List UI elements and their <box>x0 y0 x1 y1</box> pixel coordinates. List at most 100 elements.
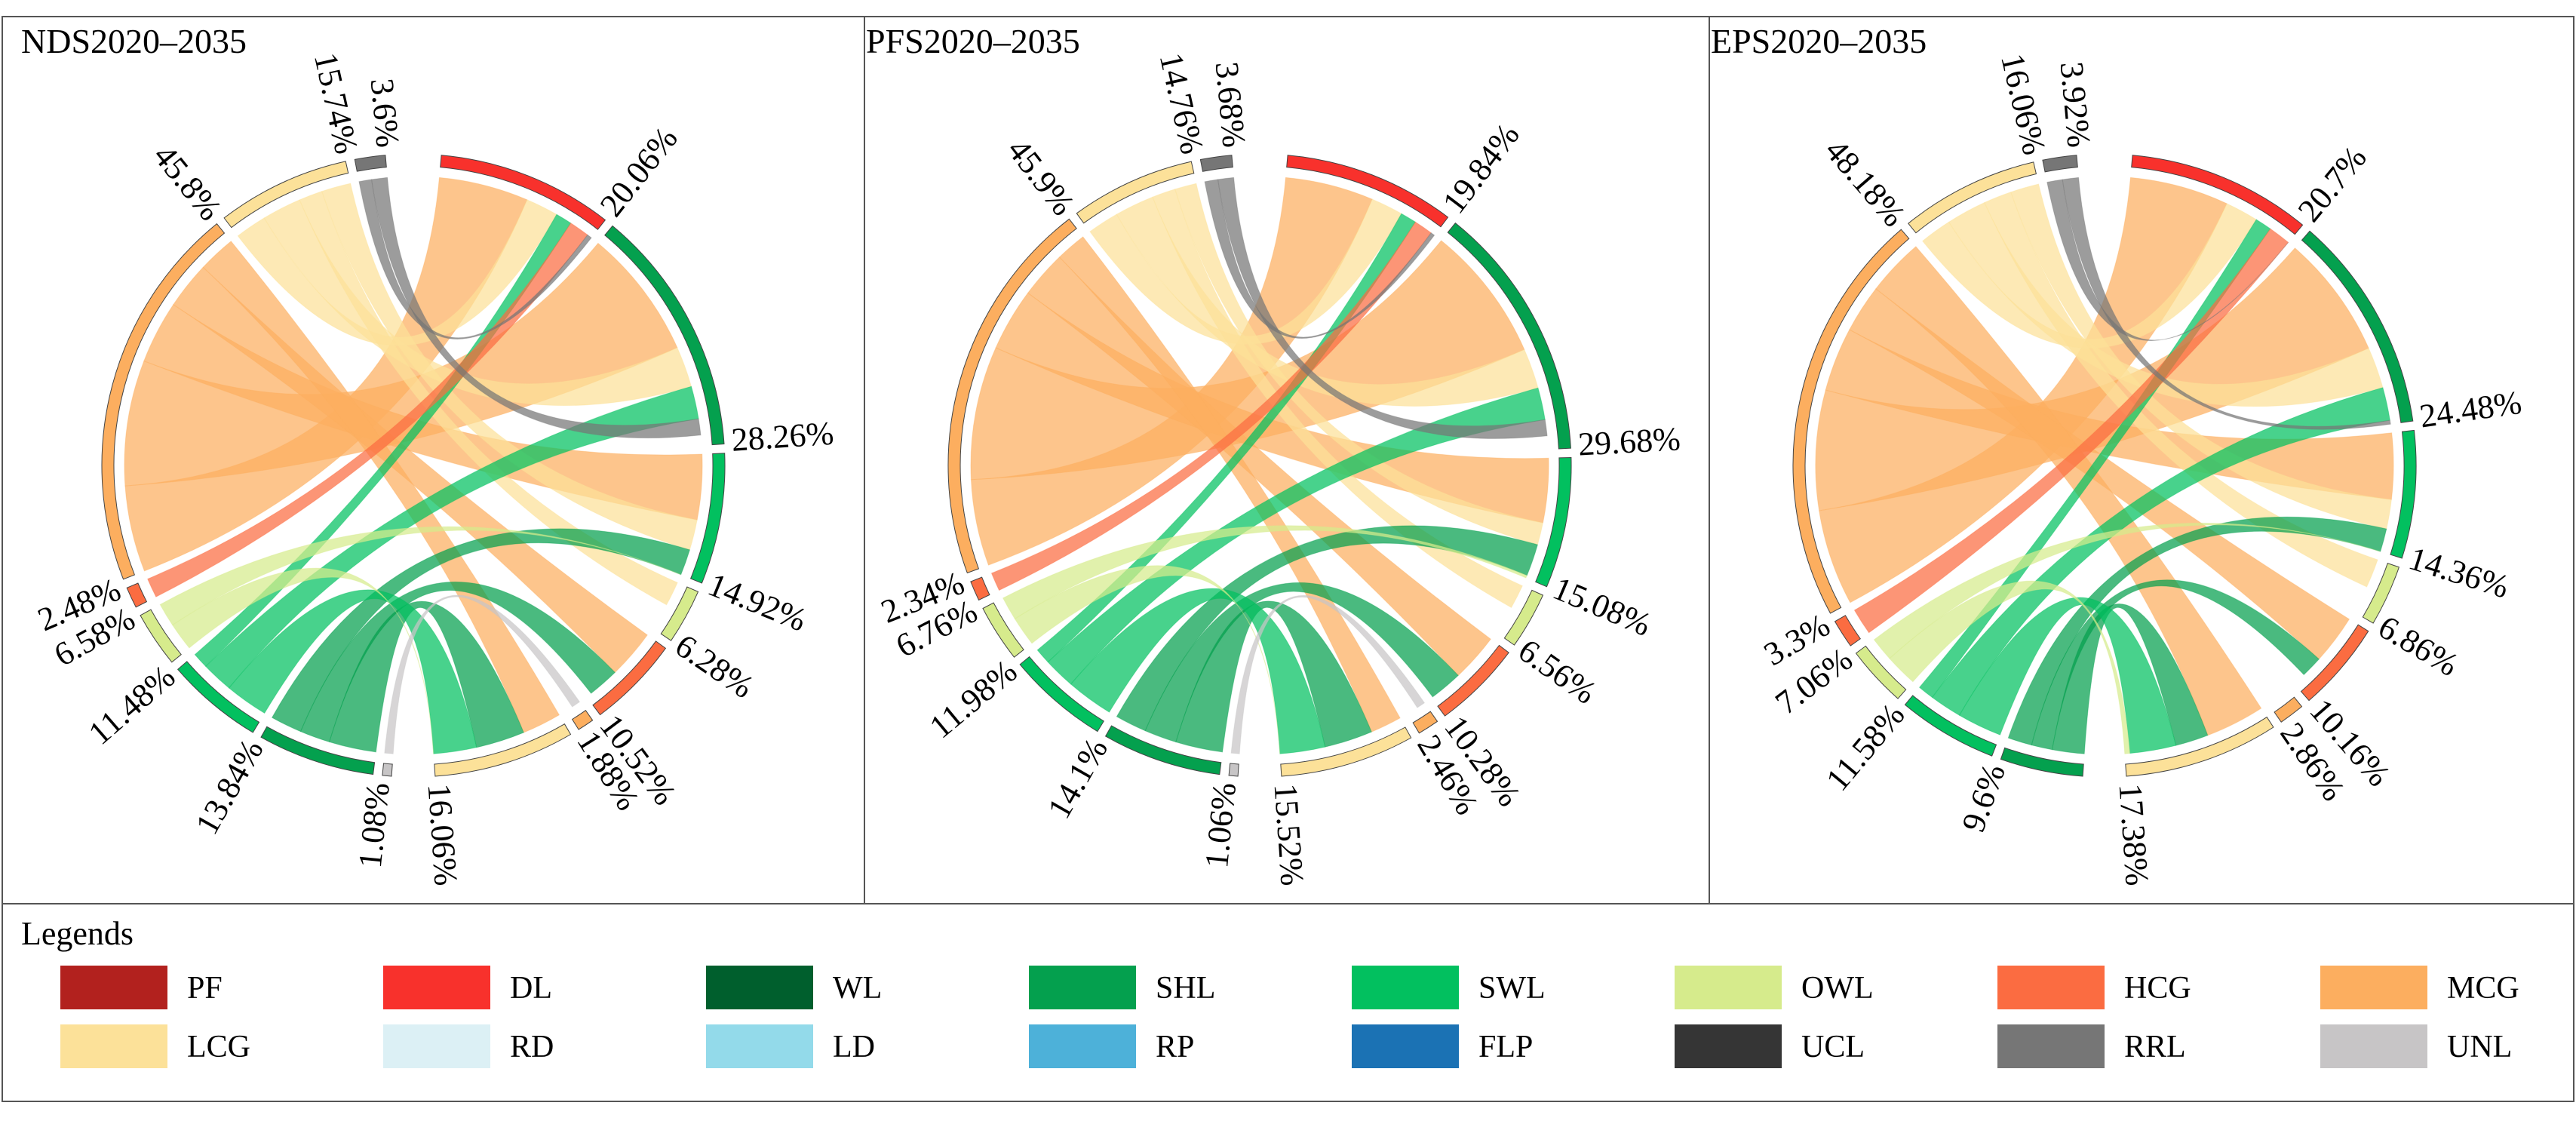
sector-percent-label: 45.8% <box>146 137 229 227</box>
legend-swatch <box>1997 966 2105 1009</box>
legend-item-rrl: RRL <box>1997 1024 2186 1068</box>
sector-percent-label: 1.08% <box>352 781 397 870</box>
sector-percent-label: 24.48% <box>2418 384 2524 435</box>
ribbon-swl-to-lcg <box>1958 597 2177 754</box>
sector-left-rrl: 3.92% <box>2042 60 2098 173</box>
sector-arc <box>1199 155 1233 172</box>
sector-right-shl: 29.68% <box>1447 222 1681 463</box>
sector-arc <box>2000 747 2084 777</box>
sector-percent-label: 3.6% <box>364 77 407 149</box>
legend-swatch <box>1675 966 1782 1009</box>
sector-right-lcg: 15.52% <box>1267 726 1412 887</box>
ribbon-rrl-to-shl <box>371 177 702 439</box>
ribbon-shl-to-swl <box>2007 516 2387 746</box>
ribbon-lcg-to-swl <box>2010 183 2392 530</box>
panel-title: NDS2020–2035 <box>21 22 247 60</box>
sector-percent-label: 16.06% <box>1994 51 2053 158</box>
sector-arc <box>2125 716 2274 777</box>
sector-percent-label: 14.36% <box>2405 539 2513 605</box>
legend-swatch <box>1675 1024 1782 1068</box>
legend-item-hcg: HCG <box>1997 966 2191 1009</box>
ribbon-unl-to-mcg <box>1230 594 1426 754</box>
sector-percent-label: 11.48% <box>81 658 182 752</box>
sector-arc <box>1412 711 1438 734</box>
sector-arc <box>604 225 725 446</box>
ribbon-swl-to-shl <box>1047 387 1546 685</box>
sector-percent-label: 29.68% <box>1577 420 1681 462</box>
ribbon-swl-to-shl <box>1931 387 2390 716</box>
sector-left-unl: 1.08% <box>352 763 397 870</box>
ribbon-mcg-to-lcg <box>1058 236 1401 732</box>
sector-percent-label: 20.7% <box>2291 139 2374 229</box>
chord-panel-1: NDS2020–203520.06%28.26%14.92%6.28%10.52… <box>21 22 835 887</box>
legend-swatch <box>1352 966 1459 1009</box>
legend-label: WL <box>833 971 882 1006</box>
sector-arc <box>260 726 376 775</box>
ribbon-mcg-to-lcg <box>1875 246 2262 736</box>
legend-label: LCG <box>187 1030 250 1064</box>
sector-arc <box>1834 615 1861 646</box>
sector-percent-label: 19.84% <box>1435 116 1527 220</box>
legend-item-mcg: MCG <box>2320 966 2519 1009</box>
sector-arc <box>434 723 572 777</box>
sector-percent-label: 11.58% <box>1819 696 1911 797</box>
legend-item-pf: PF <box>60 966 223 1009</box>
ribbon-rrl-to-dl <box>2046 179 2289 342</box>
sector-arc <box>1904 695 1997 757</box>
ribbon-shl-to-swl <box>271 528 691 732</box>
ribbon-hcg-to-dl <box>147 223 588 597</box>
sector-arc <box>1535 456 1572 588</box>
ribbon-shl-to-hcg <box>1144 582 1459 743</box>
legend-swatch <box>383 1024 490 1068</box>
sector-arc <box>689 453 726 584</box>
legend-swatch <box>383 966 490 1009</box>
panel-title: PFS2020–2035 <box>866 22 1080 60</box>
legend-label: SWL <box>1478 971 1546 1006</box>
legend-swatch <box>60 966 167 1009</box>
ribbon-owl-to-swl <box>1002 525 1527 619</box>
sector-right-swl: 14.92% <box>689 453 812 639</box>
legend-item-lcg: LCG <box>60 1024 250 1068</box>
legend-item-rd: RD <box>383 1024 554 1068</box>
legend-label: UCL <box>1801 1030 1865 1064</box>
chord-panels: NDS2020–203520.06%28.26%14.92%6.28%10.52… <box>21 22 2524 887</box>
sector-percent-label: 20.06% <box>593 120 685 223</box>
sector-percent-label: 15.74% <box>307 49 365 157</box>
ribbon-lcg-to-owl <box>1984 191 2378 588</box>
sector-arc <box>1019 656 1104 732</box>
legend-label: MCG <box>2447 971 2519 1006</box>
sector-arc <box>2362 562 2400 624</box>
sector-percent-label: 16.06% <box>421 782 465 887</box>
sector-percent-label: 28.26% <box>730 415 835 459</box>
sector-arc <box>2042 155 2078 173</box>
legend-item-wl: WL <box>706 966 882 1009</box>
sector-left-rrl: 3.68% <box>1199 60 1253 172</box>
sector-right-lcg: 17.38% <box>2112 716 2274 887</box>
legend-item-unl: UNL <box>2320 1024 2512 1068</box>
sector-arc <box>947 218 1077 574</box>
sector-arc <box>1447 222 1571 450</box>
legend-label: RRL <box>2124 1030 2186 1064</box>
legend-title: Legends <box>21 915 134 952</box>
sector-arc <box>1228 763 1239 777</box>
sector-arc <box>982 602 1024 658</box>
legend-item-dl: DL <box>383 966 552 1009</box>
sector-arc <box>382 763 393 777</box>
ribbon-lcg-to-owl <box>1152 189 1523 609</box>
sector-percent-label: 15.52% <box>1267 782 1311 887</box>
sector-percent-label: 13.84% <box>189 733 271 840</box>
legend-item-ucl: UCL <box>1675 1024 1865 1068</box>
sector-arc <box>970 576 990 601</box>
legend-label: LD <box>833 1030 875 1064</box>
legend-swatch <box>706 966 813 1009</box>
ribbon-unl-to-mcg <box>384 594 581 754</box>
legend-label: RD <box>510 1030 554 1064</box>
sector-arc <box>1280 726 1412 777</box>
ribbon-lcg-to-swl <box>1174 183 1544 545</box>
sector-right-lcg: 16.06% <box>421 723 572 887</box>
sector-arc <box>2390 429 2417 559</box>
ribbon-shl-to-hcg <box>299 581 616 743</box>
legend-item-rp: RP <box>1029 1024 1194 1068</box>
sector-left-rrl: 3.6% <box>354 77 407 172</box>
